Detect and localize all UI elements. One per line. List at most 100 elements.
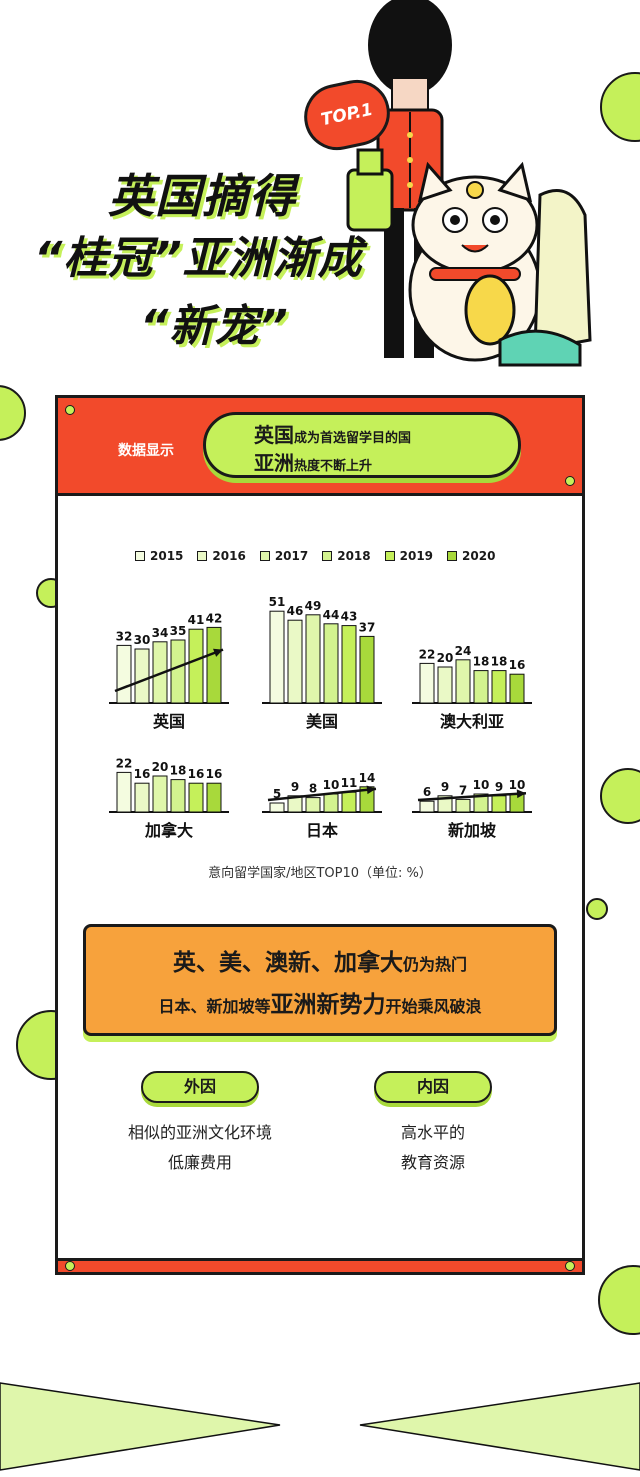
summary-line-2: 日本、新加坡等亚洲新势力开始乘风破浪 bbox=[86, 985, 554, 1019]
bar-美国-2017 bbox=[305, 614, 321, 704]
summary-asia-newforce: 亚洲新势力 bbox=[270, 992, 386, 1018]
decor-dot bbox=[600, 72, 640, 142]
bar-新加坡-2018 bbox=[473, 793, 489, 813]
bar-value-label: 6 bbox=[423, 785, 431, 799]
decor-dot bbox=[598, 1265, 640, 1335]
country-label-加拿大: 加拿大 bbox=[144, 821, 193, 840]
bar-value-label: 51 bbox=[269, 595, 286, 609]
bar-美国-2016 bbox=[287, 619, 303, 704]
legend-swatch bbox=[135, 551, 145, 561]
bar-value-label: 37 bbox=[359, 620, 376, 634]
summary-japan-singapore: 日本、新加坡等 bbox=[158, 997, 271, 1016]
hero-title-line-3: “新宠” bbox=[140, 301, 289, 352]
bar-日本-2018 bbox=[323, 793, 339, 813]
bar-新加坡-2016 bbox=[437, 795, 453, 813]
decor-dot bbox=[586, 898, 608, 920]
bar-value-label: 5 bbox=[273, 787, 281, 801]
bar-新加坡-2019 bbox=[491, 795, 507, 813]
bar-value-label: 22 bbox=[419, 647, 436, 661]
external-factor-line-1: 相似的亚洲文化环境 bbox=[127, 1123, 272, 1142]
summary-rising: 开始乘风破浪 bbox=[385, 997, 482, 1016]
legend-item-2017: 2017 bbox=[259, 549, 308, 563]
hero-illustration bbox=[346, 0, 592, 367]
bar-美国-2020 bbox=[359, 635, 375, 704]
bar-日本-2017 bbox=[305, 797, 321, 813]
bar-value-label: 18 bbox=[473, 655, 490, 669]
country-label-美国: 美国 bbox=[306, 712, 338, 731]
bar-value-label: 42 bbox=[206, 611, 223, 625]
external-factor-pill: 外因 bbox=[141, 1071, 259, 1103]
bar-value-label: 20 bbox=[152, 760, 169, 774]
legend-label: 2018 bbox=[337, 549, 371, 563]
bar-澳大利亚-2018 bbox=[473, 670, 489, 704]
bar-value-label: 10 bbox=[509, 778, 526, 792]
bar-日本-2016 bbox=[287, 795, 303, 813]
hero-title-line-1: 英国摘得 bbox=[108, 169, 296, 223]
bar-value-label: 14 bbox=[359, 771, 376, 785]
bar-加拿大-2018 bbox=[170, 779, 186, 813]
bar-value-label: 18 bbox=[170, 764, 187, 778]
headline-keyword-uk: 英国 bbox=[254, 423, 294, 447]
bar-value-label: 34 bbox=[152, 626, 169, 640]
bar-value-label: 10 bbox=[323, 778, 340, 792]
bar-value-label: 44 bbox=[323, 608, 340, 622]
chart-legend: 2015 2016 2017 2018 2019 2020 bbox=[135, 549, 495, 563]
bar-澳大利亚-2020 bbox=[509, 673, 525, 704]
bar-新加坡-2020 bbox=[509, 793, 525, 813]
bar-value-label: 10 bbox=[473, 778, 490, 792]
internal-factor-text: 高水平的 教育资源 bbox=[313, 1118, 553, 1178]
bar-日本-2015 bbox=[269, 802, 285, 813]
corner-dot bbox=[565, 1261, 575, 1271]
decor-dot bbox=[600, 768, 640, 824]
trend-arrow-line bbox=[114, 648, 224, 693]
trend-arrow-line bbox=[267, 787, 377, 802]
bar-value-label: 16 bbox=[188, 767, 205, 781]
bar-加拿大-2016 bbox=[134, 782, 150, 813]
bar-value-label: 8 bbox=[309, 782, 317, 796]
bar-英国-2020 bbox=[206, 626, 222, 704]
legend-label: 2016 bbox=[212, 549, 246, 563]
bar-value-label: 22 bbox=[116, 756, 133, 770]
internal-factor-pill: 内因 bbox=[374, 1071, 492, 1103]
legend-swatch bbox=[384, 551, 395, 561]
bar-英国-2019 bbox=[188, 628, 204, 704]
bar-加拿大-2020 bbox=[206, 782, 222, 813]
bar-value-label: 30 bbox=[134, 633, 151, 647]
bar-澳大利亚-2017 bbox=[455, 659, 471, 704]
card-footer-strip bbox=[58, 1258, 582, 1272]
country-label-英国: 英国 bbox=[152, 712, 185, 731]
bar-美国-2018 bbox=[323, 623, 339, 704]
trend-arrow-line bbox=[417, 791, 527, 802]
legend-item-2020: 2020 bbox=[447, 549, 495, 563]
card-header: 数据显示 英国成为首选留学目的国 亚洲热度不断上升 bbox=[58, 398, 582, 496]
bar-value-label: 43 bbox=[341, 610, 358, 624]
legend-item-2019: 2019 bbox=[384, 549, 433, 563]
top1-label: TOP.1 bbox=[319, 99, 375, 131]
headline-text-1: 成为首选留学目的国 bbox=[294, 431, 412, 446]
headline-text-2: 热度不断上升 bbox=[294, 459, 373, 474]
bar-value-label: 9 bbox=[495, 780, 503, 794]
bar-日本-2019 bbox=[341, 791, 357, 813]
bar-英国-2018 bbox=[170, 639, 186, 704]
bar-value-label: 16 bbox=[206, 767, 223, 781]
headline-keyword-asia: 亚洲 bbox=[254, 451, 294, 475]
bar-澳大利亚-2019 bbox=[491, 670, 507, 704]
bar-英国-2016 bbox=[134, 648, 150, 704]
internal-factor-line-2: 教育资源 bbox=[400, 1153, 465, 1172]
summary-hot-countries: 英、美、澳新、加拿大 bbox=[172, 950, 403, 976]
bar-新加坡-2015 bbox=[419, 800, 435, 813]
bar-value-label: 32 bbox=[116, 629, 133, 643]
main-card: 数据显示 英国成为首选留学目的国 亚洲热度不断上升 bbox=[55, 395, 585, 1275]
legend-swatch bbox=[322, 551, 333, 561]
headline-line-2: 亚洲热度不断上升 bbox=[254, 447, 372, 476]
legend-swatch bbox=[197, 551, 208, 561]
summary-box: 英、美、澳新、加拿大仍为热门 日本、新加坡等亚洲新势力开始乘风破浪 bbox=[83, 924, 557, 1036]
bar-英国-2015 bbox=[116, 644, 132, 704]
bar-美国-2015 bbox=[269, 610, 285, 704]
bar-加拿大-2019 bbox=[188, 782, 204, 813]
corner-dot bbox=[565, 476, 575, 486]
summary-still-hot: 仍为热门 bbox=[402, 955, 467, 974]
headline-line-1: 英国成为首选留学目的国 bbox=[254, 419, 411, 448]
legend-label: 2015 bbox=[150, 549, 184, 563]
